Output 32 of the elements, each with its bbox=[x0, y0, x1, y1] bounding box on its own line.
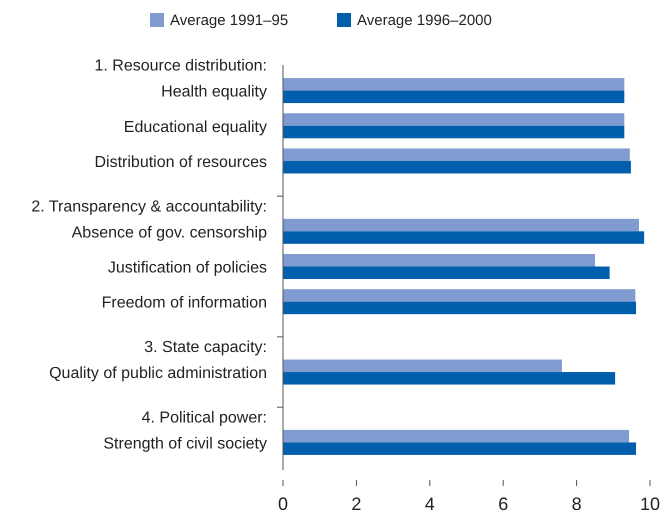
legend-label: Average 1996–2000 bbox=[357, 12, 492, 29]
x-tick-label: 0 bbox=[278, 494, 288, 514]
bar bbox=[283, 372, 616, 385]
y-tick-label: Freedom of information bbox=[102, 294, 267, 312]
y-tick-label: 3. State capacity: Quality of public administration bbox=[49, 339, 267, 382]
bar bbox=[283, 360, 562, 372]
y-tick-label: Distribution of resources bbox=[94, 154, 267, 171]
bar bbox=[283, 302, 636, 314]
x-tick-label: 6 bbox=[498, 494, 508, 514]
bar bbox=[283, 218, 639, 232]
y-tick-label: Educational equality bbox=[124, 118, 267, 136]
legend-label: Average 1991–95 bbox=[170, 12, 288, 29]
y-tick-label: 2. Transparency & accountability: Absence of gov. censorship bbox=[31, 198, 268, 242]
y-tick-label: Justification of policies bbox=[108, 260, 267, 276]
x-tick-label: 8 bbox=[572, 494, 582, 514]
bar bbox=[283, 289, 636, 302]
bar bbox=[283, 266, 610, 279]
bar bbox=[283, 113, 624, 126]
bar bbox=[283, 160, 631, 174]
bar bbox=[283, 90, 624, 104]
x-tick-label: 10 bbox=[640, 494, 660, 514]
x-tick-label: 4 bbox=[424, 494, 435, 514]
x-tick-label: 2 bbox=[351, 494, 362, 514]
bar bbox=[283, 126, 624, 138]
y-tick-label: 1. Resource distribution: Health equality bbox=[94, 58, 267, 101]
y-tick-label: 4. Political power: Strength of civil society bbox=[103, 409, 267, 452]
bar bbox=[283, 78, 624, 91]
bar bbox=[283, 430, 630, 442]
bar bbox=[283, 231, 644, 244]
bar bbox=[283, 148, 630, 161]
bar bbox=[283, 442, 636, 455]
bar bbox=[283, 254, 595, 266]
